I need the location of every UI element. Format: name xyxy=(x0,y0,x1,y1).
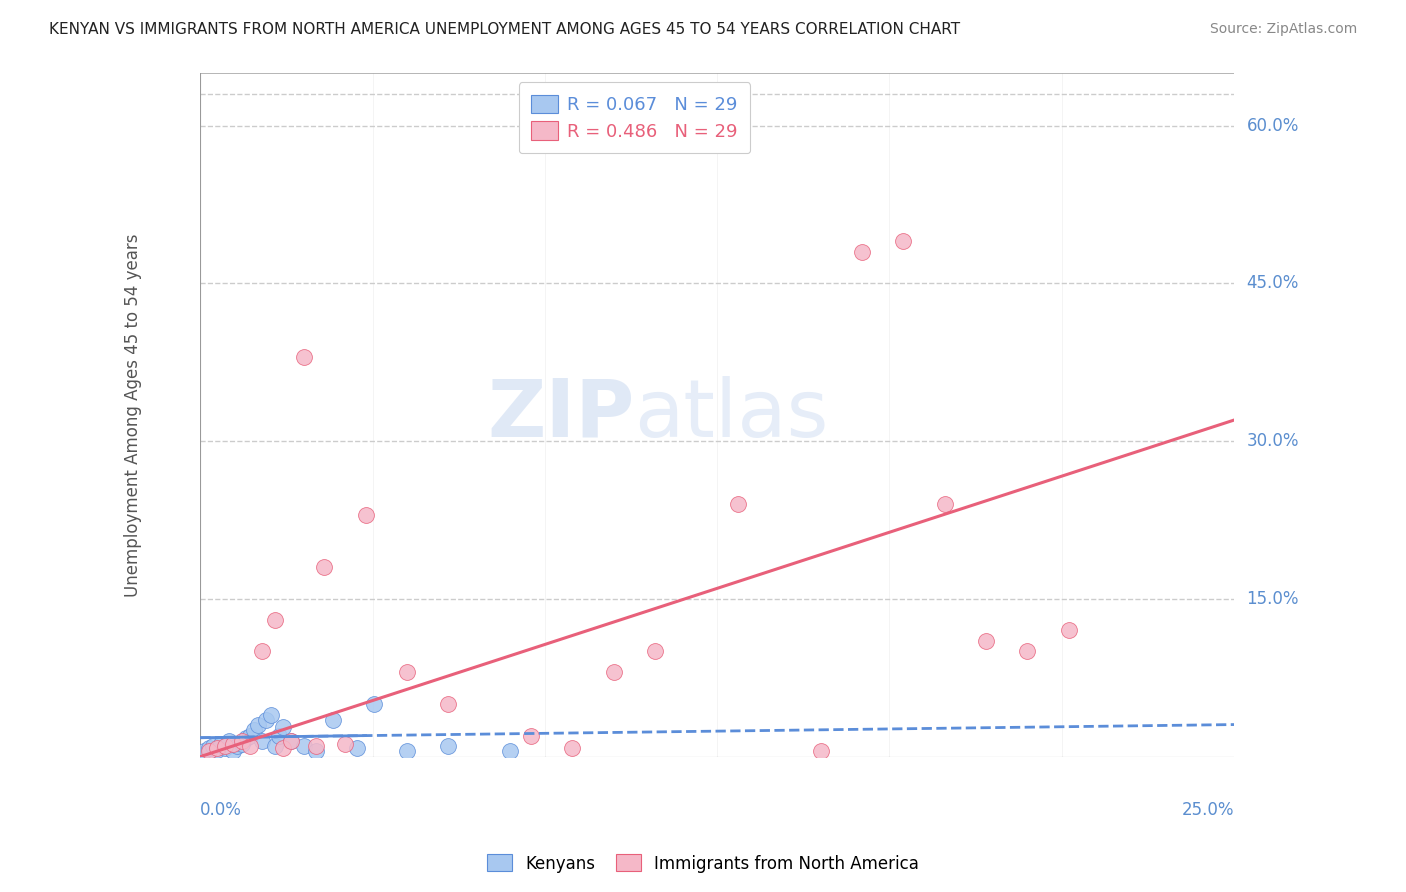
Point xyxy=(263,739,285,753)
Point xyxy=(214,741,236,756)
Point xyxy=(222,737,245,751)
Point xyxy=(235,731,257,745)
Text: 60.0%: 60.0% xyxy=(1247,117,1299,135)
Point xyxy=(259,707,281,722)
Point xyxy=(437,697,460,711)
Point xyxy=(561,741,583,756)
Text: atlas: atlas xyxy=(634,376,828,454)
Point xyxy=(727,497,749,511)
Text: 15.0%: 15.0% xyxy=(1247,590,1299,607)
Point xyxy=(346,741,368,756)
Point xyxy=(305,739,328,753)
Point xyxy=(271,720,294,734)
Point xyxy=(239,729,262,743)
Text: KENYAN VS IMMIGRANTS FROM NORTH AMERICA UNEMPLOYMENT AMONG AGES 45 TO 54 YEARS C: KENYAN VS IMMIGRANTS FROM NORTH AMERICA … xyxy=(49,22,960,37)
Point xyxy=(209,737,232,751)
Point xyxy=(231,734,253,748)
Point xyxy=(363,697,385,711)
Point xyxy=(222,744,245,758)
Point xyxy=(247,718,270,732)
Point xyxy=(934,497,956,511)
Point xyxy=(810,744,832,758)
Text: Source: ZipAtlas.com: Source: ZipAtlas.com xyxy=(1209,22,1357,37)
Point xyxy=(239,739,262,753)
Point xyxy=(214,739,236,753)
Point xyxy=(252,644,274,658)
Point xyxy=(644,644,666,658)
Point xyxy=(437,739,460,753)
Legend: Kenyans, Immigrants from North America: Kenyans, Immigrants from North America xyxy=(481,847,925,880)
Text: ZIP: ZIP xyxy=(488,376,634,454)
Point xyxy=(1057,624,1080,638)
Point xyxy=(520,729,543,743)
Point xyxy=(193,744,215,758)
Point xyxy=(263,613,285,627)
Text: Unemployment Among Ages 45 to 54 years: Unemployment Among Ages 45 to 54 years xyxy=(124,233,142,597)
Point xyxy=(395,665,418,680)
Point xyxy=(267,729,290,743)
Point xyxy=(603,665,626,680)
Point xyxy=(305,744,328,758)
Text: 30.0%: 30.0% xyxy=(1247,432,1299,450)
Legend: R = 0.067   N = 29, R = 0.486   N = 29: R = 0.067 N = 29, R = 0.486 N = 29 xyxy=(519,82,751,153)
Point xyxy=(333,737,356,751)
Point xyxy=(218,734,240,748)
Point xyxy=(292,350,315,364)
Point xyxy=(280,734,302,748)
Point xyxy=(1017,644,1039,658)
Point xyxy=(226,739,249,753)
Point xyxy=(205,743,228,757)
Point xyxy=(271,741,294,756)
Point xyxy=(292,739,315,753)
Point xyxy=(354,508,377,522)
Point xyxy=(314,560,336,574)
Point xyxy=(499,744,522,758)
Point xyxy=(891,234,914,248)
Text: 45.0%: 45.0% xyxy=(1247,275,1299,293)
Point xyxy=(197,744,219,758)
Point xyxy=(322,713,344,727)
Text: 0.0%: 0.0% xyxy=(200,801,242,819)
Point xyxy=(231,737,253,751)
Point xyxy=(243,723,266,738)
Point xyxy=(395,744,418,758)
Point xyxy=(197,741,219,756)
Text: 25.0%: 25.0% xyxy=(1181,801,1234,819)
Point xyxy=(280,734,302,748)
Point xyxy=(974,634,997,648)
Point xyxy=(205,741,228,756)
Point xyxy=(201,739,224,753)
Point xyxy=(252,734,274,748)
Point xyxy=(851,244,873,259)
Point xyxy=(256,713,278,727)
